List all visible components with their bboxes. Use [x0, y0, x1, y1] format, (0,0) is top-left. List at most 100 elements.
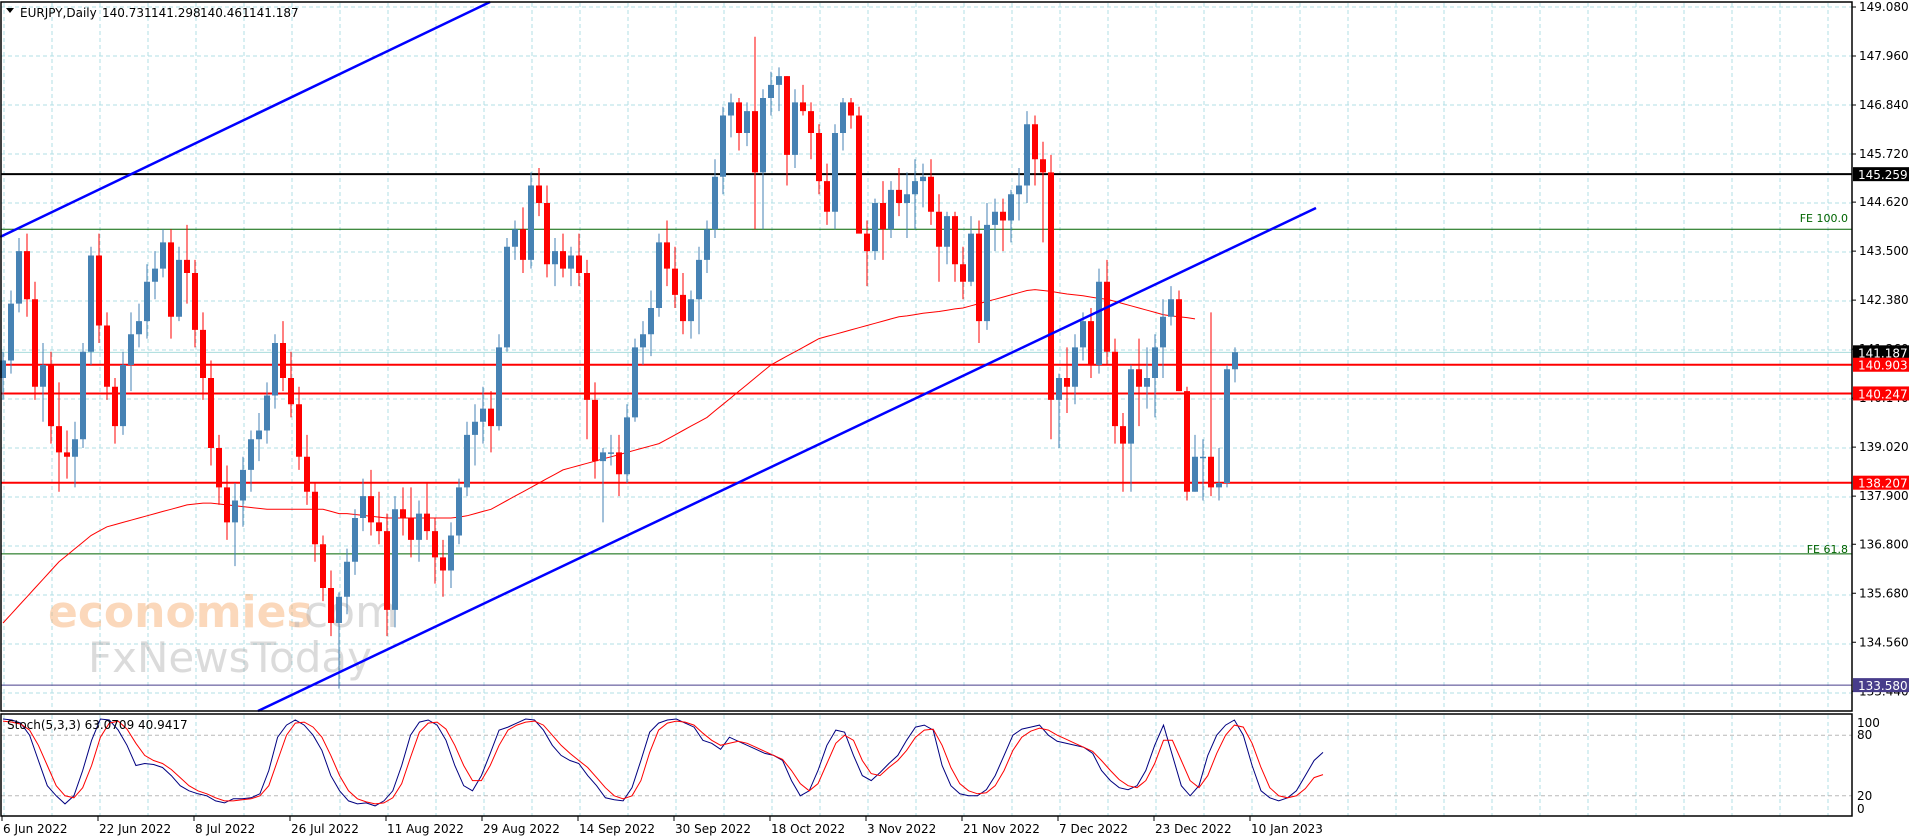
candle-body: [816, 133, 822, 182]
candle-body: [16, 251, 22, 304]
candle-body: [1232, 352, 1238, 370]
candle-body: [576, 255, 582, 273]
candle-body: [840, 102, 846, 133]
stoch-axis: 100 80 20 0: [1857, 716, 1880, 816]
candle-body: [160, 242, 166, 269]
candle-body: [504, 246, 510, 348]
candle-body: [1096, 281, 1102, 365]
candle-body: [432, 531, 438, 558]
candle-body: [144, 281, 150, 322]
stoch-k-line: [2, 718, 1324, 807]
time-tick-label: 22 Jun 2022: [99, 822, 171, 836]
candle-body: [904, 194, 910, 203]
time-tick-label: 30 Sep 2022: [675, 822, 751, 836]
price-tag-label: 141.187: [1858, 346, 1908, 360]
candle-body: [72, 439, 78, 457]
candle-body: [560, 251, 566, 269]
candle-body: [1176, 299, 1182, 392]
candle-body: [96, 255, 102, 326]
candle-body: [552, 251, 558, 265]
candle-body: [1120, 426, 1126, 444]
candle-body: [728, 102, 734, 116]
candle-body: [8, 303, 14, 361]
candle-body: [672, 268, 678, 295]
candle-body: [1040, 159, 1046, 173]
main-panel-border: [0, 1, 1853, 712]
lower-channel-trendline[interactable]: [257, 206, 1317, 713]
candle-body: [104, 325, 110, 387]
candle-body: [320, 544, 326, 588]
candle-body: [120, 364, 126, 427]
candle-body: [112, 386, 118, 427]
candle-body: [616, 452, 622, 475]
fe-100-label: FE 100.0: [1800, 212, 1848, 225]
candle-body: [240, 469, 246, 501]
candle-body: [232, 500, 238, 523]
candle-body: [128, 334, 134, 365]
candle-body: [1128, 369, 1134, 444]
time-tick-label: 29 Aug 2022: [483, 822, 560, 836]
stoch-panel-border: [0, 713, 1853, 817]
price-tick-label: 134.560: [1859, 635, 1909, 649]
stoch-level-20: 20: [1857, 789, 1872, 803]
triangle-down-icon[interactable]: [6, 8, 14, 13]
candle-body: [1056, 378, 1062, 400]
candle-body: [1152, 347, 1158, 378]
stoch-grid: [1, 715, 1852, 816]
candle-body: [1216, 483, 1222, 488]
candle-body: [280, 343, 286, 378]
price-tick-label: 146.840: [1859, 98, 1909, 112]
candle-body: [912, 181, 918, 195]
ohlc-low: 140.461: [200, 6, 250, 20]
time-axis[interactable]: 6 Jun 2022 22 Jun 2022 8 Jul 2022 26 Jul 20…: [1, 816, 1323, 836]
candle-body: [448, 535, 454, 571]
candle-body: [168, 242, 174, 317]
candle-body: [1144, 378, 1150, 387]
price-tag: [1853, 345, 1909, 360]
candle-body: [176, 259, 182, 317]
candle-body: [88, 255, 94, 352]
candle-body: [920, 176, 926, 182]
candle-body: [848, 102, 854, 116]
candle-body: [312, 491, 318, 545]
candle-body: [752, 111, 758, 173]
candle-body: [712, 176, 718, 230]
candle-body: [296, 404, 302, 457]
candle-body: [608, 452, 614, 454]
price-tick-label: 147.960: [1859, 49, 1909, 63]
time-tick-label: 10 Jan 2023: [1251, 822, 1323, 836]
price-tag-label: 140.247: [1858, 387, 1908, 401]
candle-body: [584, 273, 590, 400]
upper-channel-trendline[interactable]: [0, 0, 491, 239]
candlesticks: [0, 36, 1238, 689]
candle-body: [1048, 172, 1054, 400]
candle-body: [896, 189, 902, 203]
candle-body: [376, 522, 382, 532]
candle-body: [856, 115, 862, 234]
candle-body: [680, 294, 686, 322]
candle-body: [1104, 281, 1110, 352]
candle-body: [192, 273, 198, 330]
candle-body: [1136, 369, 1142, 387]
candle-body: [216, 448, 222, 488]
candle-body: [568, 255, 574, 269]
price-axis[interactable]: 149.080 147.960 146.840 145.720 144.620 143.5…: [1852, 0, 1909, 698]
candle-body: [704, 229, 710, 260]
candle-body: [384, 531, 390, 610]
candle-body: [208, 378, 214, 448]
time-tick-label: 11 Aug 2022: [387, 822, 464, 836]
watermark-fxnewstoday: FxNewsToday: [88, 633, 372, 682]
candle-body: [496, 347, 502, 427]
candle-body: [488, 408, 494, 427]
price-tag-label: 140.903: [1858, 359, 1908, 373]
candle-body: [880, 203, 886, 230]
price-tick-label: 143.500: [1859, 244, 1909, 258]
time-tick-label: 3 Nov 2022: [867, 822, 936, 836]
candle-body: [1208, 456, 1214, 488]
stoch-d-line: [2, 720, 1324, 805]
candle-body: [736, 102, 742, 133]
candle-body: [1200, 456, 1206, 459]
candle-body: [592, 399, 598, 462]
